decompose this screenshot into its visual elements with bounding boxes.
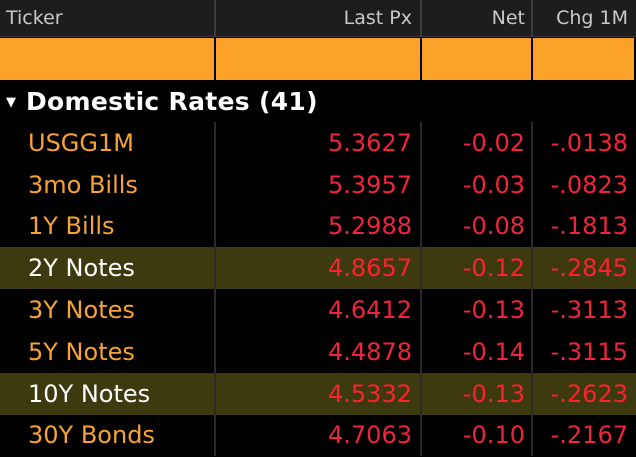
last-px-cell: 4.5332 [216, 372, 422, 415]
last-px-cell: 4.7063 [216, 414, 422, 457]
chg-1m-cell: -.1813 [550, 212, 628, 241]
last-px-cell: 4.8657 [216, 247, 422, 290]
ticker-cell[interactable]: 2Y Notes [0, 247, 216, 290]
group-title: Domestic Rates (41) [26, 86, 318, 116]
table-row[interactable]: 3Y Notes 4.6412 -0.13 -.3113 [0, 289, 636, 331]
chg-1m-cell: -.0823 [550, 170, 628, 199]
table-row[interactable]: 30Y Bonds 4.7063 -0.10 -.2167 [0, 414, 636, 457]
caret-down-icon[interactable]: ▼ [6, 94, 16, 110]
net-change-cell: -0.08 [422, 205, 533, 248]
last-px-input-cell[interactable] [216, 38, 422, 80]
ticker-cell[interactable]: USGG1M [0, 122, 216, 164]
ticker-cell[interactable]: 10Y Notes [0, 372, 216, 415]
table-row[interactable]: USGG1M 5.3627 -0.02 -.0138 [0, 122, 636, 164]
net-change-cell: -0.03 [422, 163, 533, 206]
chg-1m-cell: -.2623 [550, 379, 628, 408]
column-header-chg-1m[interactable]: Chg 1M [556, 7, 628, 29]
chg-1m-cell: -.0138 [550, 128, 628, 157]
net-change-cell: -0.13 [422, 289, 533, 331]
table-row[interactable]: 3mo Bills 5.3957 -0.03 -.0823 [0, 163, 636, 206]
net-change-cell: -0.02 [422, 122, 533, 164]
chg-1m-cell: -.2845 [550, 254, 628, 283]
ticker-cell[interactable]: 3Y Notes [0, 289, 216, 331]
ticker-input-row[interactable] [0, 38, 636, 80]
chg-1m-cell: -.3115 [550, 337, 628, 366]
column-header-last-px[interactable]: Last Px [216, 0, 422, 36]
ticker-cell[interactable]: 30Y Bonds [0, 414, 216, 457]
table-row[interactable]: 5Y Notes 4.4878 -0.14 -.3115 [0, 331, 636, 373]
table-row[interactable]: 1Y Bills 5.2988 -0.08 -.1813 [0, 205, 636, 248]
last-px-cell: 4.4878 [216, 331, 422, 373]
last-px-cell: 5.3627 [216, 122, 422, 164]
net-change-cell: -0.14 [422, 331, 533, 373]
ticker-cell[interactable]: 3mo Bills [0, 163, 216, 206]
column-header-net[interactable]: Net [422, 0, 533, 36]
last-px-cell: 4.6412 [216, 289, 422, 331]
last-px-cell: 5.2988 [216, 205, 422, 248]
ticker-cell[interactable]: 1Y Bills [0, 205, 216, 248]
column-header-ticker[interactable]: Ticker [0, 0, 216, 36]
table-row[interactable]: 2Y Notes 4.8657 -0.12 -.2845 [0, 247, 636, 290]
ticker-cell[interactable]: 5Y Notes [0, 331, 216, 373]
ticker-input-cell[interactable] [0, 38, 216, 80]
table-row[interactable]: 10Y Notes 4.5332 -0.13 -.2623 [0, 372, 636, 415]
last-px-cell: 5.3957 [216, 163, 422, 206]
chg-1m-cell: -.3113 [550, 296, 628, 325]
group-header-domestic-rates[interactable]: ▼ Domestic Rates (41) [0, 80, 636, 122]
net-change-cell: -0.12 [422, 247, 533, 290]
chg-1m-input-cell[interactable] [533, 38, 636, 80]
net-input-cell[interactable] [422, 38, 533, 80]
net-change-cell: -0.10 [422, 414, 533, 457]
chg-1m-cell: -.2167 [550, 421, 628, 450]
net-change-cell: -0.13 [422, 372, 533, 415]
column-header-row: Ticker Last Px Net Chg 1M [0, 0, 636, 37]
group-header-cell[interactable]: ▼ Domestic Rates (41) [0, 80, 636, 122]
